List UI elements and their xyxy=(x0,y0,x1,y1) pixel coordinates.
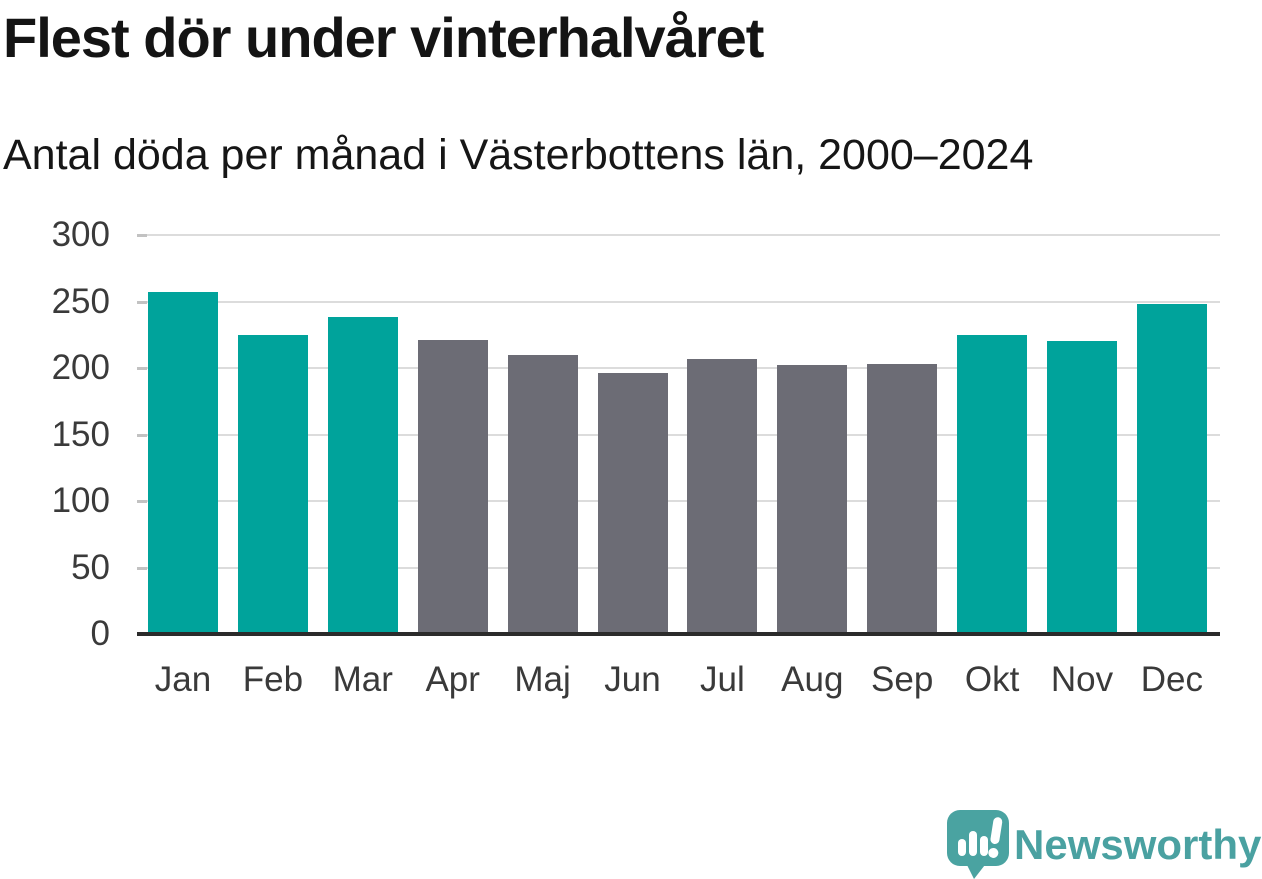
y-axis-tick xyxy=(137,500,147,503)
bar-jun xyxy=(597,373,668,634)
y-axis-tick xyxy=(137,234,147,237)
gridline xyxy=(137,566,1220,569)
x-tick-label: Feb xyxy=(242,660,304,699)
y-axis-tick xyxy=(137,566,147,570)
bar-mar xyxy=(327,317,398,634)
x-tick-label: Dec xyxy=(1140,660,1204,699)
chart-subtitle: Antal döda per månad i Västerbottens län… xyxy=(3,131,1034,179)
gridline xyxy=(137,500,1220,502)
x-tick-label: Aug xyxy=(781,660,844,699)
x-tick-label: Okt xyxy=(964,660,1020,699)
x-tick-label: Apr xyxy=(425,660,480,699)
bar-jan xyxy=(148,292,218,634)
x-tick-label: Nov xyxy=(1050,660,1114,699)
gridline xyxy=(137,367,1220,369)
bar-nov xyxy=(1047,341,1117,634)
bar-aug xyxy=(777,365,848,634)
bar-sep xyxy=(867,364,938,634)
bar-feb xyxy=(237,334,308,634)
bar-jul xyxy=(687,358,758,634)
gridline xyxy=(137,433,1220,436)
bar-apr xyxy=(417,340,488,634)
bar-okt xyxy=(957,334,1028,634)
y-tick-label: 50 xyxy=(71,547,110,587)
x-tick-label: Mar xyxy=(332,660,393,699)
y-axis-tick xyxy=(137,300,147,304)
y-tick-label: 300 xyxy=(51,215,110,254)
gridline xyxy=(137,234,1220,236)
y-axis-tick xyxy=(137,367,147,370)
bar-dec xyxy=(1136,304,1207,634)
newsworthy-branding: Newsworthy xyxy=(947,810,1262,879)
x-tick-label: Maj xyxy=(514,660,571,699)
newsworthy-chart-bubble-icon xyxy=(947,810,1009,879)
y-tick-label: 0 xyxy=(90,614,110,653)
y-tick-label: 200 xyxy=(51,348,110,387)
y-axis-tick xyxy=(137,433,147,437)
x-tick-label: Sep xyxy=(871,660,934,699)
newsworthy-wordmark: Newsworthy xyxy=(1014,821,1262,868)
bar-maj xyxy=(507,354,578,634)
y-tick-label: 250 xyxy=(51,281,110,321)
x-axis-line xyxy=(137,632,1220,636)
y-tick-label: 150 xyxy=(51,414,110,454)
chart-title: Flest dör under vinterhalvåret xyxy=(3,6,764,69)
x-tick-label: Jul xyxy=(700,660,745,699)
x-tick-label: Jan xyxy=(154,660,212,699)
gridline xyxy=(137,300,1220,303)
x-tick-label: Jun xyxy=(604,660,661,699)
y-tick-label: 100 xyxy=(51,481,110,520)
